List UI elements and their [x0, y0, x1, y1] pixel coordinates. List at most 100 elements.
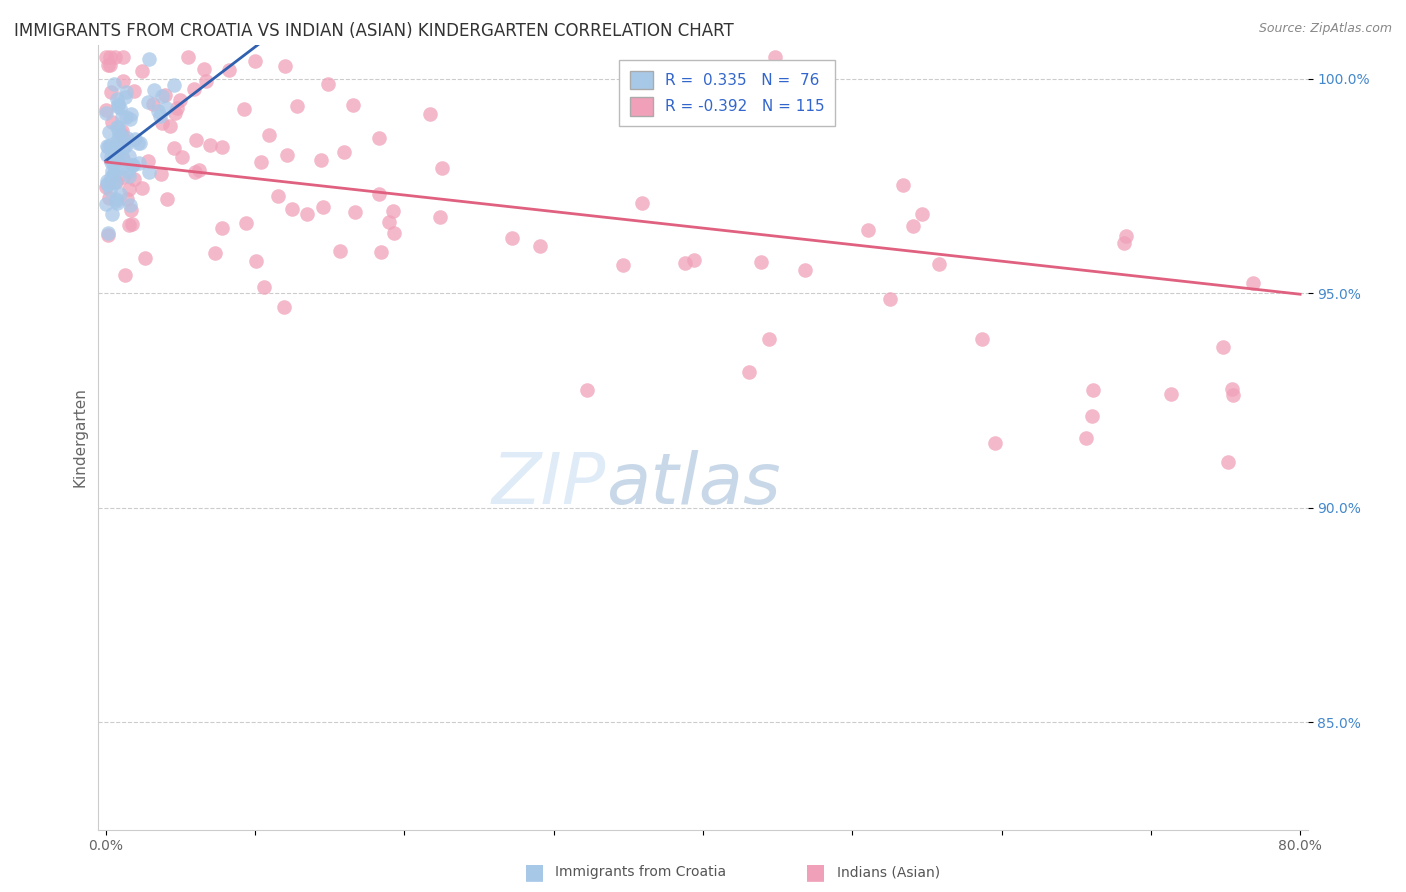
Point	[1212, 340, 1234, 354]
Point	[100, 169, 122, 184]
Point	[115, 192, 138, 206]
Point	[107, 99, 129, 113]
Point	[103, 143, 125, 157]
Point	[104, 194, 127, 209]
Point	[204, 245, 226, 260]
Point	[529, 239, 551, 253]
Point	[165, 106, 187, 120]
Point	[285, 98, 308, 112]
Point	[211, 140, 233, 154]
Point	[118, 182, 141, 196]
Point	[879, 293, 901, 307]
Point	[187, 163, 209, 178]
Point	[1115, 228, 1137, 243]
Point	[121, 217, 143, 231]
Point	[120, 203, 142, 218]
Point	[575, 383, 598, 397]
Point	[134, 251, 156, 265]
Point	[243, 54, 266, 68]
Point	[266, 189, 288, 203]
Point	[142, 83, 165, 97]
Point	[273, 300, 295, 314]
Point	[111, 152, 134, 166]
Point	[166, 101, 188, 115]
Point	[1222, 388, 1244, 402]
Point	[108, 125, 131, 139]
Legend: R =  0.335   N =  76, R = -0.392   N = 115: R = 0.335 N = 76, R = -0.392 N = 115	[619, 60, 835, 127]
Point	[94, 179, 117, 194]
Point	[96, 178, 118, 192]
Point	[138, 52, 160, 66]
Point	[101, 164, 124, 178]
Point	[901, 219, 924, 234]
Point	[972, 332, 994, 346]
Text: Indians (Asian): Indians (Asian)	[837, 865, 939, 880]
Point	[128, 156, 150, 170]
Point	[232, 102, 254, 116]
Point	[419, 107, 441, 121]
Point	[101, 114, 124, 128]
Point	[316, 77, 339, 91]
Point	[749, 255, 772, 269]
Point	[198, 137, 221, 152]
Point	[103, 166, 125, 180]
Point	[94, 106, 117, 120]
Point	[429, 211, 451, 225]
Point	[97, 139, 120, 153]
Point	[245, 254, 267, 268]
Point	[146, 103, 169, 118]
Point	[104, 162, 127, 177]
Point	[630, 196, 652, 211]
Point	[108, 161, 131, 176]
Point	[120, 107, 142, 121]
Point	[100, 85, 122, 99]
Point	[1074, 431, 1097, 445]
Text: Source: ZipAtlas.com: Source: ZipAtlas.com	[1258, 22, 1392, 36]
Point	[98, 137, 121, 152]
Point	[103, 175, 125, 189]
Point	[763, 50, 786, 64]
Point	[120, 198, 142, 212]
Point	[108, 101, 131, 115]
Point	[218, 63, 240, 78]
Point	[111, 74, 134, 88]
Point	[97, 226, 120, 240]
Point	[105, 143, 128, 157]
Point	[96, 148, 118, 162]
Point	[342, 98, 364, 112]
Point	[122, 158, 145, 172]
Point	[107, 120, 129, 134]
Point	[118, 169, 141, 184]
Point	[274, 59, 297, 73]
Point	[911, 207, 934, 221]
Point	[131, 180, 153, 194]
Point	[107, 97, 129, 112]
Point	[96, 174, 118, 188]
Point	[115, 110, 138, 124]
Y-axis label: Kindergarten: Kindergarten	[72, 387, 87, 487]
Point	[253, 279, 276, 293]
Point	[329, 244, 352, 258]
Text: ZIP: ZIP	[492, 450, 606, 518]
Point	[163, 140, 186, 154]
Point	[104, 175, 127, 189]
Point	[184, 165, 207, 179]
Point	[250, 155, 273, 169]
Point	[111, 170, 134, 185]
Point	[1081, 383, 1104, 397]
Point	[96, 197, 118, 211]
Point	[276, 148, 298, 162]
Text: IMMIGRANTS FROM CROATIA VS INDIAN (ASIAN) KINDERGARTEN CORRELATION CHART: IMMIGRANTS FROM CROATIA VS INDIAN (ASIAN…	[14, 22, 734, 40]
Point	[169, 93, 191, 107]
Point	[101, 144, 124, 158]
Point	[108, 128, 131, 143]
Point	[136, 95, 159, 109]
Point	[794, 263, 817, 277]
Point	[156, 193, 179, 207]
Point	[124, 84, 146, 98]
Point	[430, 161, 453, 176]
Point	[131, 63, 153, 78]
Point	[297, 207, 319, 221]
Point	[312, 200, 335, 214]
Point	[114, 268, 136, 282]
